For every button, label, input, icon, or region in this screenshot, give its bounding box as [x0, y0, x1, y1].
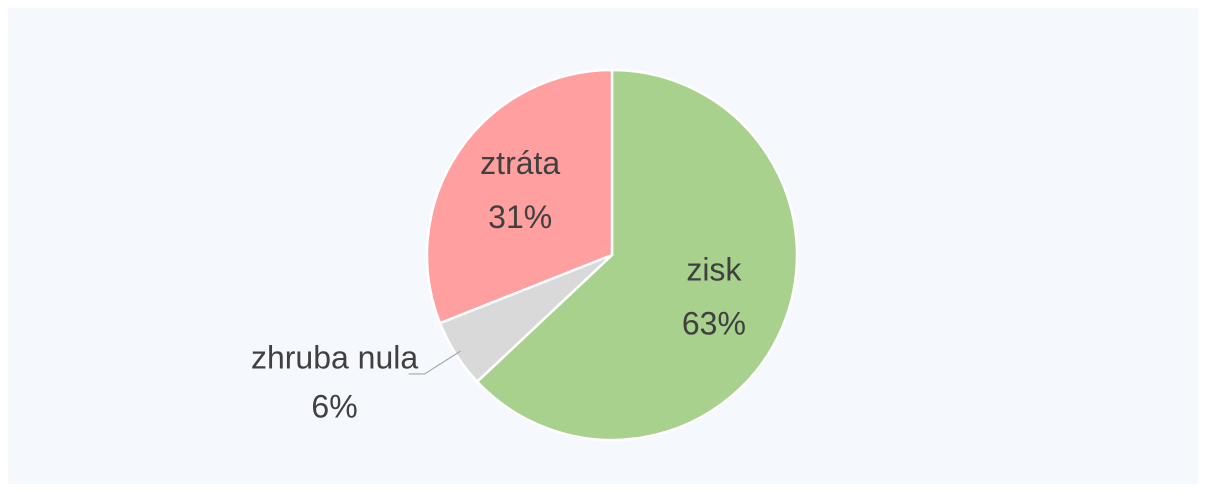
- slice-category-label: zhruba nula: [251, 339, 418, 375]
- slice-value-label: 63%: [682, 306, 746, 342]
- leader-line: [408, 350, 461, 375]
- slice-category-label: zisk: [686, 252, 742, 288]
- pie-slice: [425, 68, 614, 325]
- slice-value-label: 6%: [311, 388, 357, 424]
- slice-value-label: 31%: [488, 199, 552, 235]
- slice-category-label: ztráta: [480, 145, 560, 181]
- pie-slice: [475, 68, 799, 442]
